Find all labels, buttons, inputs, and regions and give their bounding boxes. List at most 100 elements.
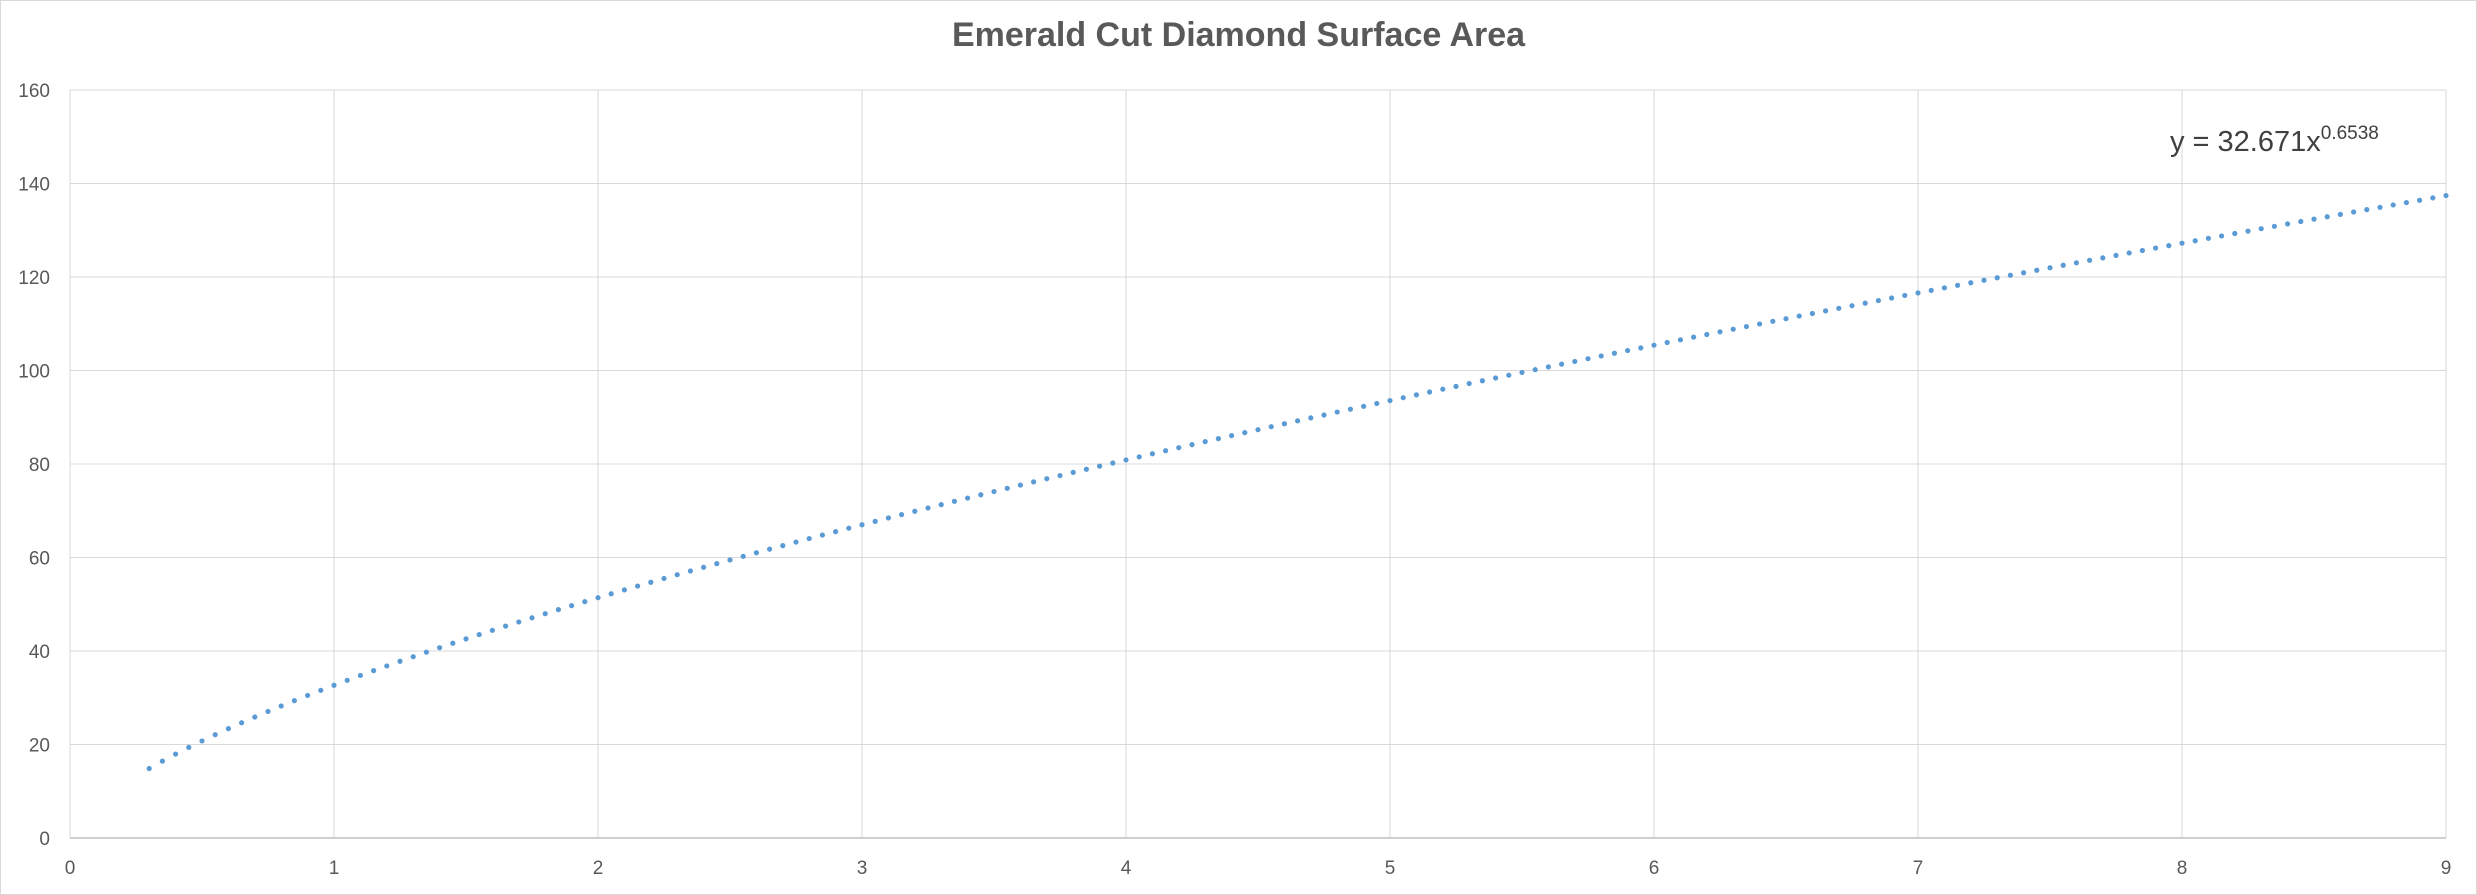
- data-point: [569, 603, 575, 609]
- data-point: [819, 532, 826, 538]
- data-point: [780, 543, 786, 549]
- data-point: [1308, 415, 1314, 421]
- data-point: [265, 708, 271, 715]
- data-point: [608, 591, 614, 597]
- data-point: [357, 672, 363, 679]
- data-point: [146, 765, 152, 772]
- data-point: [1757, 321, 1763, 327]
- data-point: [833, 529, 839, 535]
- data-point: [384, 663, 390, 669]
- data-point: [1664, 339, 1670, 346]
- data-point: [1743, 323, 1749, 330]
- x-tick-label: 8: [2177, 858, 2188, 879]
- data-point: [291, 698, 297, 704]
- data-point: [423, 649, 429, 655]
- data-point: [1849, 303, 1855, 309]
- data-point: [555, 607, 562, 613]
- data-point: [1281, 421, 1287, 427]
- data-point: [2311, 216, 2317, 222]
- data-point: [1361, 403, 1367, 409]
- data-point: [2298, 218, 2304, 225]
- data-point: [1691, 334, 1697, 340]
- data-point: [331, 682, 337, 688]
- data-point: [1585, 356, 1591, 362]
- data-point: [2007, 272, 2013, 278]
- data-point: [1875, 297, 1881, 304]
- data-point: [2153, 245, 2159, 251]
- data-point: [1559, 361, 1565, 367]
- data-point: [305, 692, 311, 699]
- data-point: [529, 615, 535, 621]
- data-point: [2126, 250, 2132, 256]
- data-point: [1440, 386, 1446, 392]
- data-point: [1677, 337, 1683, 343]
- data-point: [1176, 445, 1182, 451]
- data-point: [516, 619, 522, 625]
- data-point: [1796, 313, 1802, 319]
- data-point: [753, 550, 760, 556]
- data-point: [1598, 353, 1604, 359]
- data-point: [2364, 207, 2370, 213]
- grid-lines: [70, 89, 2447, 838]
- data-point: [2417, 197, 2423, 203]
- data-point: [1347, 406, 1353, 412]
- data-point: [793, 539, 799, 545]
- data-point: [1453, 383, 1459, 389]
- data-point: [173, 751, 179, 757]
- data-point: [872, 518, 878, 524]
- data-point: [1941, 285, 1947, 291]
- x-tick-label: 3: [857, 858, 868, 879]
- data-point: [951, 498, 958, 504]
- data-point: [2192, 238, 2198, 244]
- data-point: [2377, 204, 2383, 210]
- x-tick-label: 0: [65, 858, 76, 879]
- data-point: [582, 599, 588, 605]
- data-point: [1889, 295, 1895, 301]
- data-point: [278, 703, 284, 709]
- data-point: [1374, 400, 1380, 407]
- x-tick-label: 7: [1913, 858, 1924, 879]
- data-point: [1572, 358, 1578, 365]
- data-point: [1295, 418, 1301, 424]
- data-point: [1123, 457, 1129, 463]
- data-point: [239, 720, 245, 726]
- data-point: [1545, 364, 1551, 370]
- data-point: [2285, 221, 2291, 227]
- data-point: [1902, 292, 1908, 299]
- data-point: [714, 561, 720, 567]
- data-point: [1466, 380, 1472, 387]
- data-point: [344, 677, 350, 683]
- data-point: [1083, 466, 1089, 472]
- data-point: [991, 488, 997, 495]
- data-point: [1717, 329, 1723, 335]
- data-point: [2021, 270, 2027, 276]
- data-point: [740, 553, 746, 559]
- data-point: [1532, 367, 1538, 373]
- data-point: [450, 640, 456, 646]
- data-point: [1493, 375, 1499, 381]
- data-point: [1783, 316, 1789, 322]
- data-point: [2337, 211, 2343, 217]
- data-point: [1413, 392, 1419, 398]
- data-point: [661, 575, 667, 582]
- data-point: [1400, 395, 1406, 401]
- data-point: [687, 568, 694, 574]
- data-point: [437, 645, 443, 651]
- data-point: [397, 658, 403, 664]
- y-tick-label: 140: [18, 175, 50, 196]
- data-point: [1149, 451, 1155, 457]
- x-tick-label: 2: [593, 858, 604, 879]
- data-point: [1704, 331, 1710, 338]
- data-point: [2324, 214, 2330, 220]
- axes: [69, 90, 2446, 839]
- data-point: [846, 525, 852, 531]
- trendline-equation-base: y = 32.671x: [2170, 126, 2321, 158]
- y-tick-label: 160: [18, 81, 50, 102]
- y-tick-label: 80: [29, 455, 50, 476]
- data-point: [1004, 485, 1010, 491]
- x-tick-label: 6: [1649, 858, 1660, 879]
- data-point: [1928, 287, 1934, 293]
- data-point: [1334, 409, 1340, 415]
